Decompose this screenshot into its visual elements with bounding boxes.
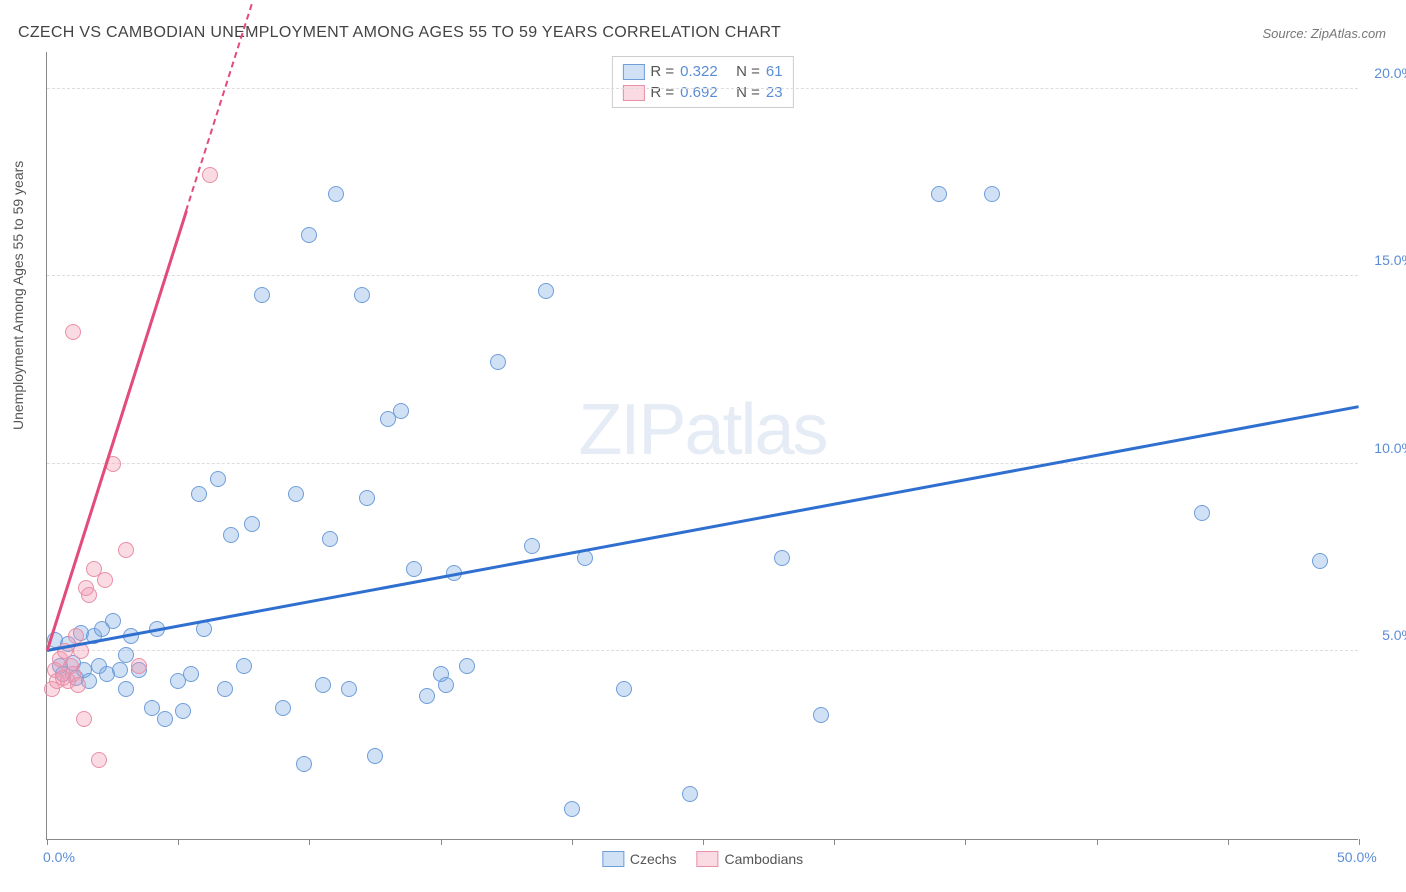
y-tick-label: 20.0% — [1374, 65, 1406, 81]
data-point-czechs — [406, 561, 422, 577]
gridline — [47, 88, 1358, 89]
data-point-cambodians — [70, 677, 86, 693]
data-point-cambodians — [131, 658, 147, 674]
watermark: ZIPatlas — [578, 389, 826, 471]
x-tick — [309, 839, 310, 845]
source-attribution: Source: ZipAtlas.com — [1262, 26, 1386, 41]
legend-series: Czechs Cambodians — [602, 851, 803, 867]
data-point-cambodians — [65, 324, 81, 340]
x-tick — [572, 839, 573, 845]
watermark-right: atlas — [684, 390, 826, 470]
x-tick — [834, 839, 835, 845]
x-tick — [47, 839, 48, 845]
data-point-czechs — [244, 516, 260, 532]
data-point-czechs — [341, 681, 357, 697]
data-point-czechs — [144, 700, 160, 716]
data-point-czechs — [301, 227, 317, 243]
trend-line-cambodians — [46, 211, 187, 651]
data-point-czechs — [217, 681, 233, 697]
data-point-czechs — [359, 490, 375, 506]
plot-area: ZIPatlas R =0.322N =61R =0.692N =23 Czec… — [46, 52, 1358, 840]
legend-n-value: 61 — [766, 63, 783, 80]
data-point-czechs — [210, 471, 226, 487]
x-tick — [1359, 839, 1360, 845]
data-point-czechs — [223, 527, 239, 543]
data-point-czechs — [1194, 505, 1210, 521]
data-point-czechs — [490, 354, 506, 370]
legend-r-label: R = — [650, 63, 674, 80]
data-point-czechs — [288, 486, 304, 502]
data-point-cambodians — [97, 572, 113, 588]
data-point-czechs — [564, 801, 580, 817]
legend-item-czechs: Czechs — [602, 851, 677, 867]
watermark-left: ZIP — [578, 390, 684, 470]
x-tick-label: 0.0% — [43, 849, 75, 865]
legend-stat-row: R = 0.322 N = 61 — [622, 61, 782, 82]
data-point-czechs — [354, 287, 370, 303]
gridline — [47, 650, 1358, 651]
legend-swatch — [622, 64, 644, 80]
x-tick — [1228, 839, 1229, 845]
data-point-czechs — [183, 666, 199, 682]
data-point-czechs — [459, 658, 475, 674]
y-tick-label: 10.0% — [1374, 440, 1406, 456]
data-point-czechs — [682, 786, 698, 802]
data-point-czechs — [322, 531, 338, 547]
data-point-cambodians — [91, 752, 107, 768]
data-point-czechs — [367, 748, 383, 764]
data-point-czechs — [984, 186, 1000, 202]
data-point-czechs — [236, 658, 252, 674]
legend-swatch — [697, 851, 719, 867]
data-point-czechs — [191, 486, 207, 502]
data-point-cambodians — [81, 587, 97, 603]
data-point-czechs — [118, 681, 134, 697]
legend-n-label: N = — [736, 63, 760, 80]
data-point-czechs — [275, 700, 291, 716]
legend-label: Cambodians — [725, 851, 804, 867]
data-point-czechs — [296, 756, 312, 772]
data-point-cambodians — [118, 542, 134, 558]
x-tick — [1097, 839, 1098, 845]
data-point-czechs — [813, 707, 829, 723]
y-tick-label: 5.0% — [1382, 627, 1406, 643]
chart-container: CZECH VS CAMBODIAN UNEMPLOYMENT AMONG AG… — [0, 0, 1406, 892]
data-point-czechs — [393, 403, 409, 419]
data-point-czechs — [419, 688, 435, 704]
x-tick — [703, 839, 704, 845]
data-point-czechs — [524, 538, 540, 554]
data-point-czechs — [315, 677, 331, 693]
data-point-czechs — [105, 613, 121, 629]
data-point-czechs — [931, 186, 947, 202]
gridline — [47, 463, 1358, 464]
x-tick-label: 50.0% — [1337, 849, 1377, 865]
legend-statistics: R = 0.322 N = 61 R =0.692N =23 — [611, 56, 793, 108]
gridline — [47, 275, 1358, 276]
trend-line-czechs — [47, 405, 1359, 651]
x-tick — [178, 839, 179, 845]
legend-stat-row: R =0.692N =23 — [622, 82, 782, 103]
data-point-cambodians — [76, 711, 92, 727]
data-point-czechs — [538, 283, 554, 299]
y-tick-label: 15.0% — [1374, 252, 1406, 268]
data-point-czechs — [1312, 553, 1328, 569]
data-point-cambodians — [202, 167, 218, 183]
x-tick — [965, 839, 966, 845]
legend-label: Czechs — [630, 851, 677, 867]
data-point-czechs — [118, 647, 134, 663]
data-point-czechs — [774, 550, 790, 566]
x-tick — [441, 839, 442, 845]
legend-r-value: 0.322 — [680, 63, 730, 80]
data-point-czechs — [175, 703, 191, 719]
y-axis-label: Unemployment Among Ages 55 to 59 years — [10, 161, 26, 430]
data-point-czechs — [112, 662, 128, 678]
data-point-czechs — [616, 681, 632, 697]
data-point-czechs — [328, 186, 344, 202]
legend-swatch — [602, 851, 624, 867]
legend-item-cambodians: Cambodians — [697, 851, 804, 867]
chart-title: CZECH VS CAMBODIAN UNEMPLOYMENT AMONG AG… — [18, 24, 781, 42]
data-point-czechs — [157, 711, 173, 727]
data-point-czechs — [254, 287, 270, 303]
data-point-czechs — [438, 677, 454, 693]
